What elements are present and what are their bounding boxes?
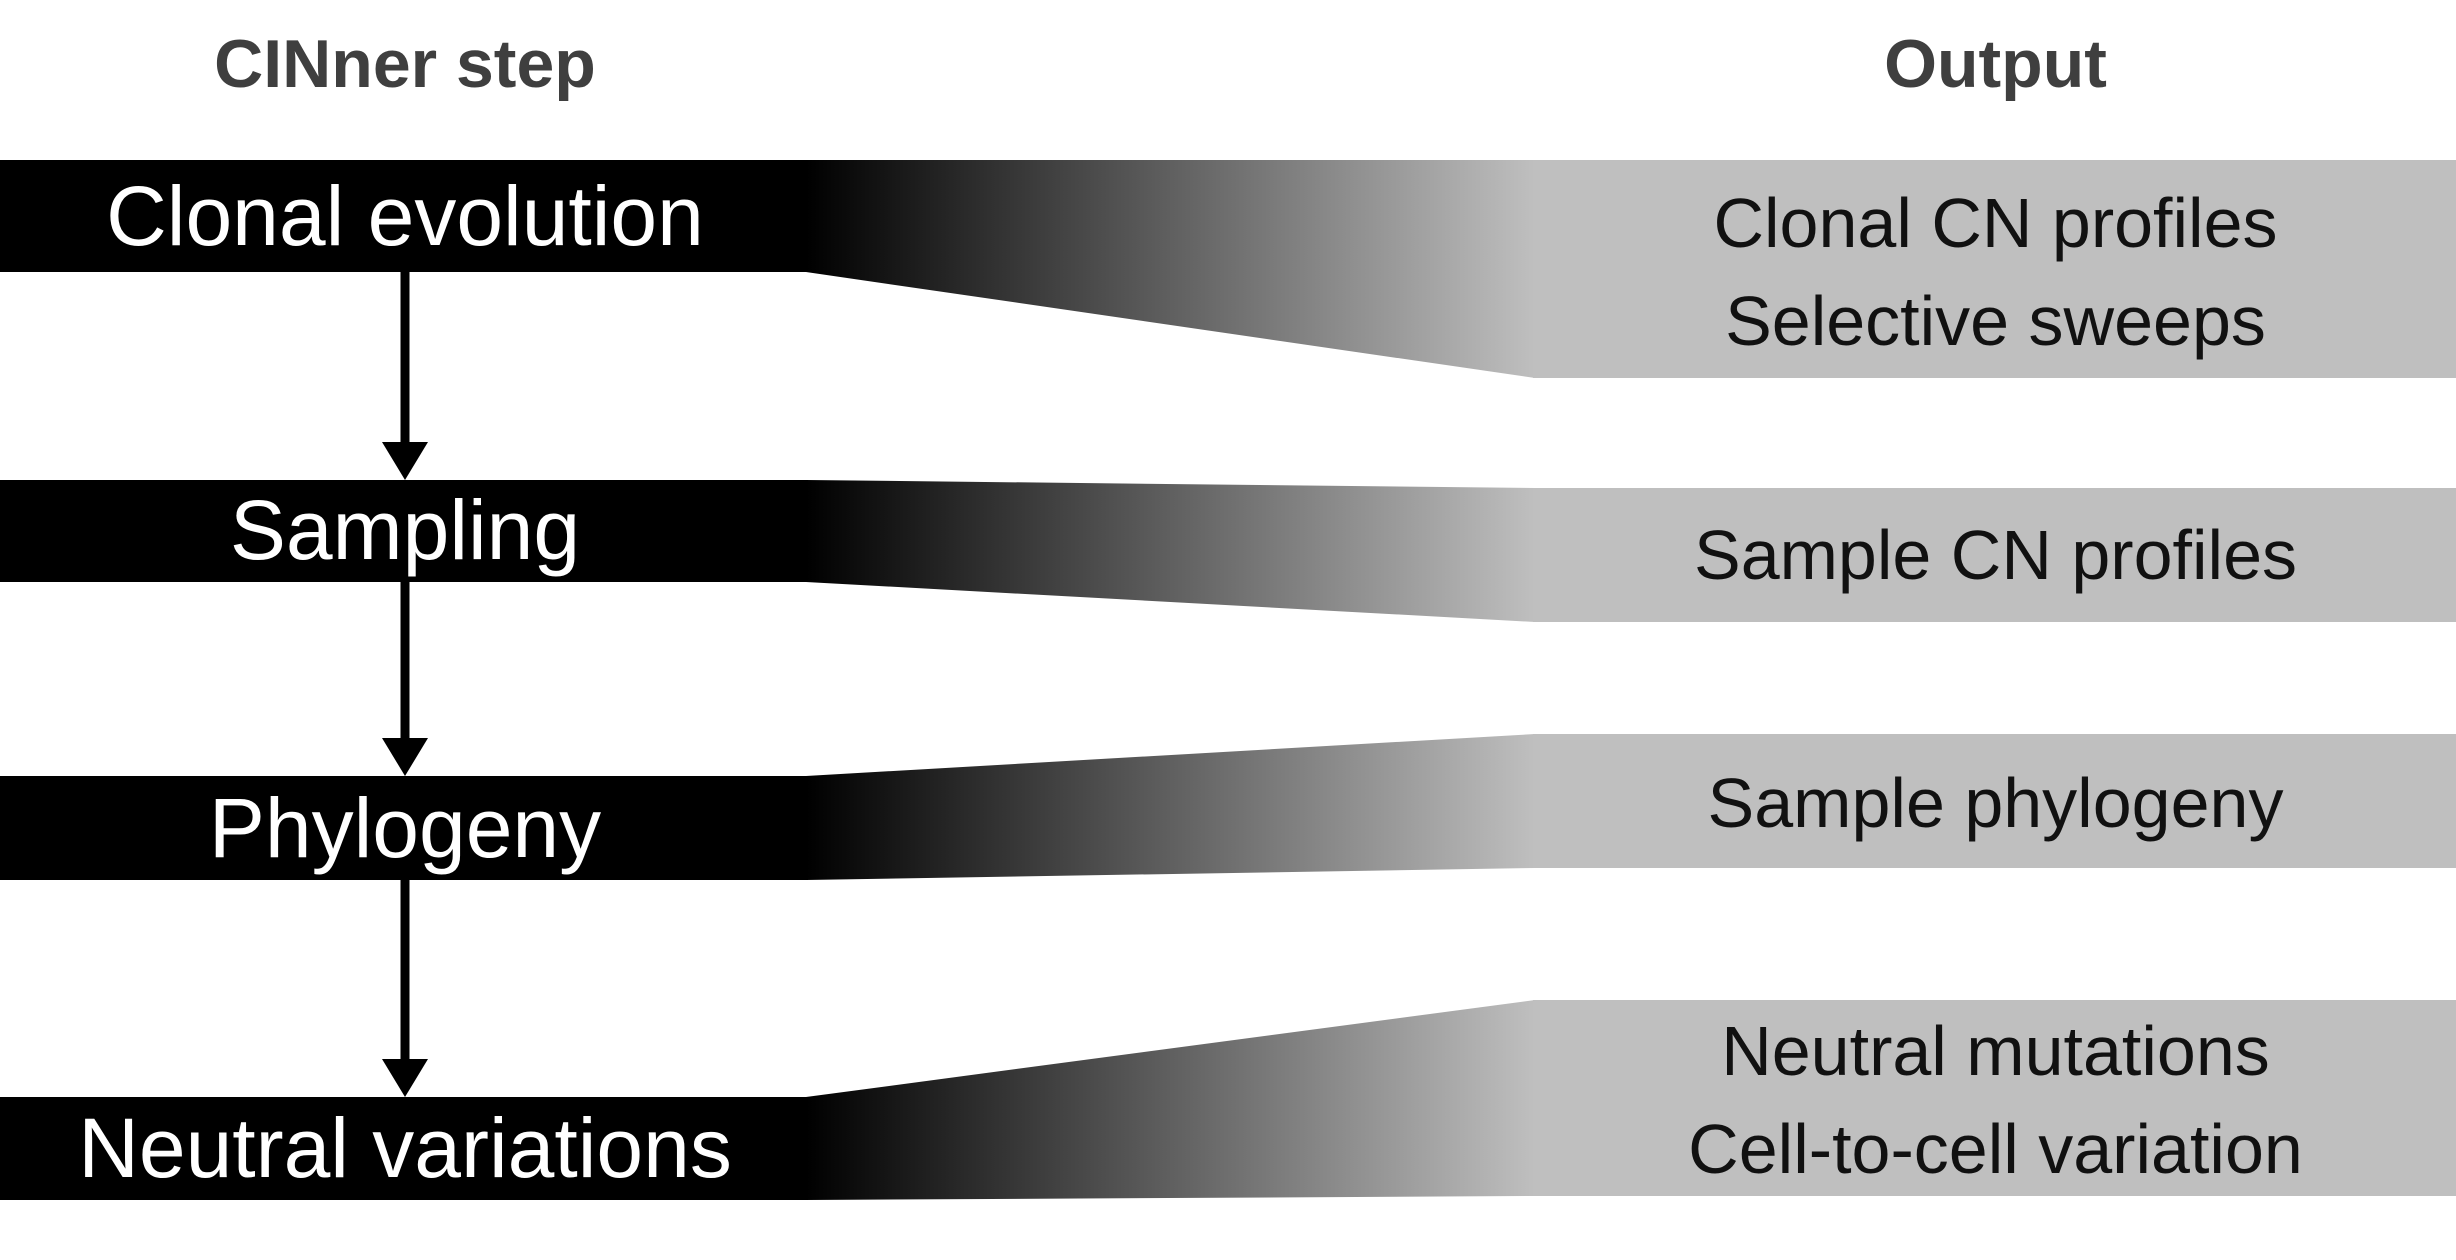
step-box-phylogeny bbox=[0, 776, 808, 880]
column-header-output: Output bbox=[1884, 26, 2107, 102]
connector-clonal-evolution bbox=[806, 160, 1535, 378]
output-box-phylogeny bbox=[1533, 734, 2456, 868]
output-label-clonal-cn-profiles: Clonal CN profiles bbox=[1713, 184, 2278, 262]
step-label-clonal-evolution: Clonal evolution bbox=[106, 169, 704, 263]
arrow-clonal-to-sampling bbox=[382, 272, 428, 480]
output-label-cell-to-cell-variation: Cell-to-cell variation bbox=[1688, 1110, 2303, 1188]
arrow-sampling-to-phylogeny bbox=[382, 582, 428, 776]
output-box-neutral-variations bbox=[1533, 1000, 2456, 1196]
output-label-sample-cn-profiles: Sample CN profiles bbox=[1694, 516, 2297, 594]
step-label-neutral-variations: Neutral variations bbox=[78, 1101, 732, 1195]
step-box-clonal-evolution bbox=[0, 160, 808, 272]
step-box-neutral-variations bbox=[0, 1097, 808, 1200]
output-label-neutral-mutations: Neutral mutations bbox=[1721, 1012, 2270, 1090]
step-box-sampling bbox=[0, 480, 808, 582]
arrow-phylogeny-to-neutral bbox=[382, 880, 428, 1097]
connector-neutral-variations bbox=[806, 1000, 1535, 1200]
output-box-sampling bbox=[1533, 488, 2456, 622]
connector-sampling bbox=[806, 480, 1535, 622]
output-label-sample-phylogeny: Sample phylogeny bbox=[1707, 764, 2284, 842]
output-label-selective-sweeps: Selective sweeps bbox=[1725, 282, 2266, 360]
step-label-phylogeny: Phylogeny bbox=[208, 781, 602, 875]
output-box-clonal-evolution bbox=[1533, 160, 2456, 378]
column-header-step: CINner step bbox=[214, 26, 596, 102]
step-label-sampling: Sampling bbox=[229, 483, 581, 577]
connector-phylogeny bbox=[806, 734, 1535, 880]
